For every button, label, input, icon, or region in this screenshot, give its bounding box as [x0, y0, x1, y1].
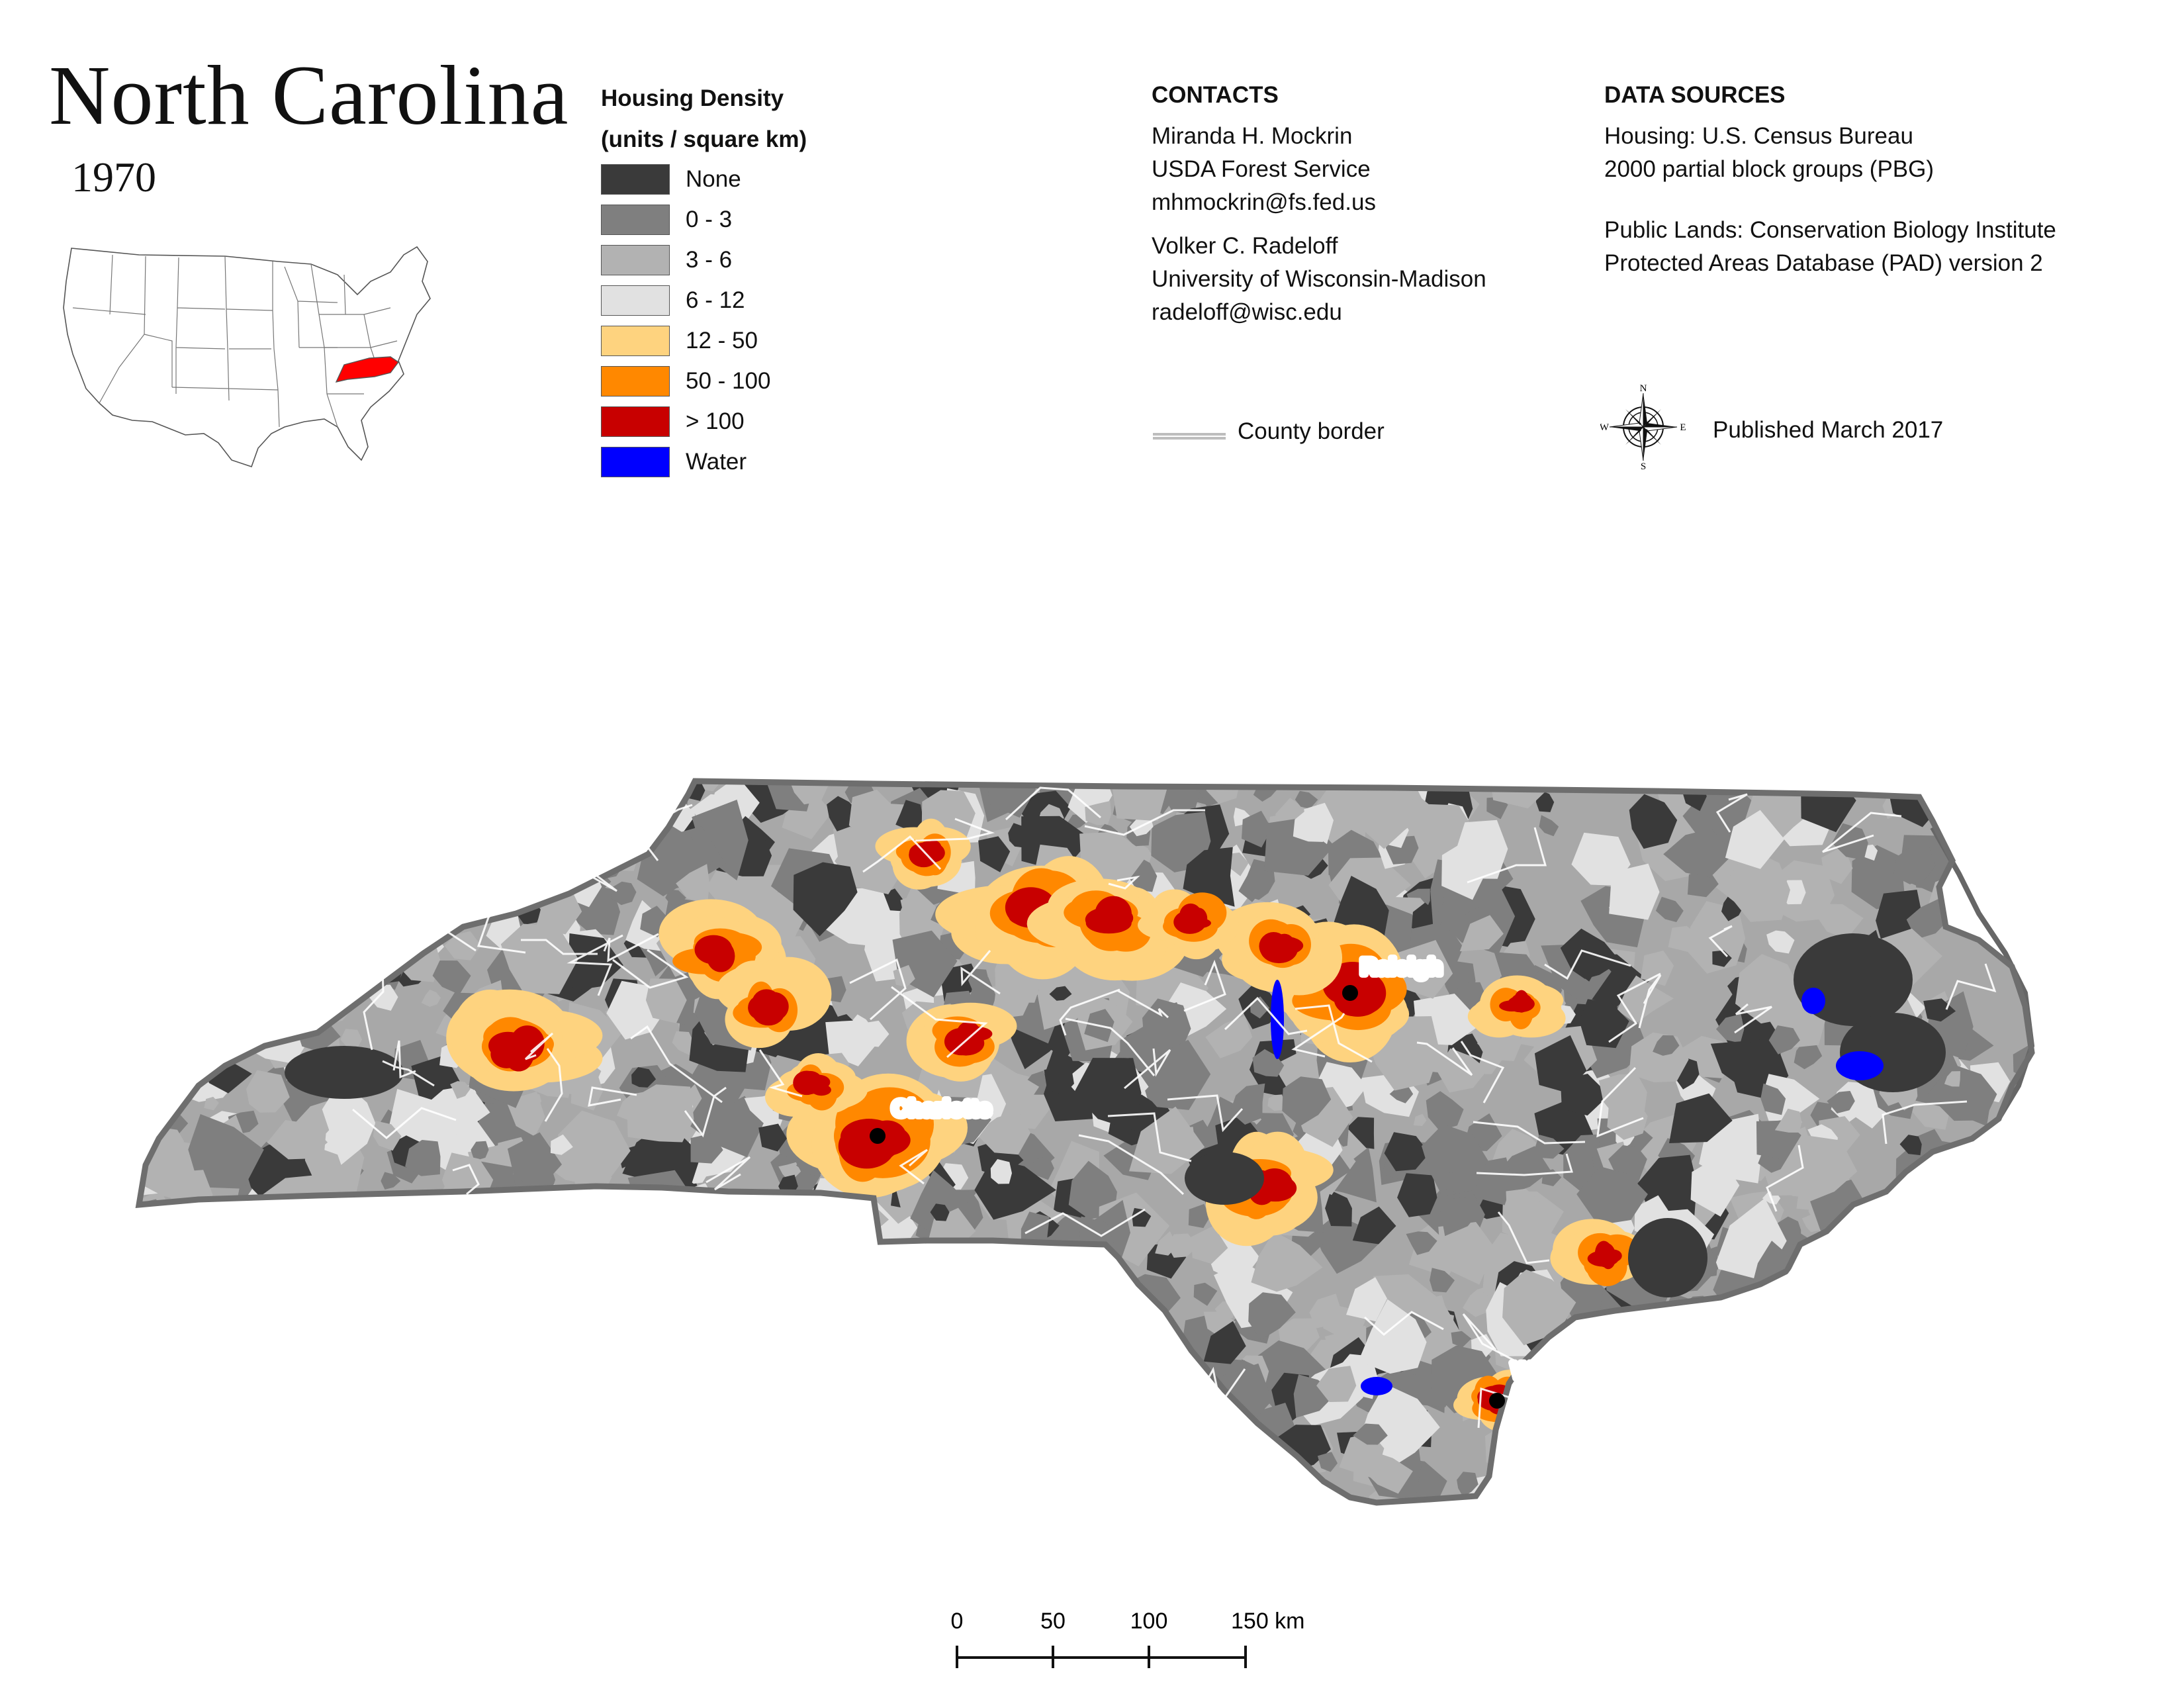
nc-highlight: [335, 356, 400, 383]
county-borders: [153, 757, 2053, 1495]
wilmington-marker: [1489, 1393, 1505, 1409]
contacts-heading: CONTACTS: [1152, 82, 1279, 108]
contact1-name: Miranda H. Mockrin: [1152, 123, 1353, 149]
compass-w: W: [1600, 422, 1610, 433]
legend-swatch: [601, 366, 670, 397]
published-date: Published March 2017: [1713, 417, 1944, 443]
legend-item: 50 - 100: [601, 362, 807, 402]
legend-swatch: [601, 164, 670, 195]
data-sources-heading: DATA SOURCES: [1604, 82, 1786, 108]
housing-source-line1: Housing: U.S. Census Bureau: [1604, 123, 1913, 149]
lands-source-line1: Public Lands: Conservation Biology Insti…: [1604, 217, 2056, 243]
contact2-name: Volker C. Radeloff: [1152, 233, 1338, 259]
compass-e: E: [1680, 422, 1686, 433]
legend-label: None: [686, 166, 741, 192]
charlotte-label: Charlotte: [892, 1096, 991, 1121]
legend-item: 3 - 6: [601, 241, 807, 281]
contact1-org: USDA Forest Service: [1152, 156, 1371, 182]
legend-swatch: [601, 326, 670, 356]
data-sources-block: DATA SOURCES Housing: U.S. Census Bureau…: [1604, 83, 2056, 280]
scale-tick-150: 150 km: [1231, 1609, 1305, 1634]
lands-source-line2: Protected Areas Database (PAD) version 2: [1604, 250, 2043, 276]
legend-label: Water: [686, 449, 747, 475]
compass-s: S: [1641, 461, 1646, 470]
county-border-label: County border: [1238, 418, 1385, 444]
scale-tick-0: 0: [951, 1609, 964, 1634]
housing-source-line2: 2000 partial block groups (PBG): [1604, 156, 1934, 182]
us-outline: [63, 246, 431, 468]
city-charlotte: Charlotte: [870, 1093, 994, 1144]
legend: Housing Density (units / square km) None…: [601, 78, 807, 483]
contact2-email[interactable]: radeloff@wisc.edu: [1152, 299, 1342, 325]
legend-swatch: [601, 285, 670, 316]
legend-item: 12 - 50: [601, 322, 807, 362]
raleigh-label: Raleigh: [1361, 955, 1442, 980]
legend-swatch: [601, 205, 670, 235]
city-wilmington: Wilmington: [1489, 1355, 1637, 1409]
compass-n: N: [1640, 384, 1647, 394]
city-raleigh: Raleigh: [1342, 951, 1445, 1001]
legend-item: None: [601, 160, 807, 201]
legend-swatch: [601, 245, 670, 275]
scale-tick-50: 50: [1040, 1609, 1066, 1634]
wilmington-label: Wilmington: [1512, 1358, 1634, 1383]
legend-label: 12 - 50: [686, 328, 758, 353]
legend-item: 6 - 12: [601, 281, 807, 322]
county-border-symbol: [1153, 433, 1226, 440]
contacts-block: CONTACTS Miranda H. Mockrin USDA Forest …: [1152, 83, 1486, 329]
legend-items: None 0 - 3 3 - 6 6 - 12 12 - 50 50 - 100 > 100…: [601, 160, 807, 483]
legend-item: > 100: [601, 402, 807, 443]
map-title: North Carolina: [49, 48, 569, 142]
map-year: 1970: [71, 154, 156, 201]
legend-label: > 100: [686, 408, 745, 434]
legend-label: 3 - 6: [686, 247, 733, 273]
legend-title-line1: Housing Density: [601, 85, 784, 111]
legend-title-line2: (units / square km): [601, 126, 807, 152]
raleigh-marker: [1342, 985, 1358, 1001]
compass-rose-icon: N S E W: [1600, 384, 1686, 470]
legend-item: Water: [601, 443, 807, 483]
legend-item: 0 - 3: [601, 201, 807, 241]
us-state-lines: [72, 254, 398, 428]
legend-label: 50 - 100: [686, 368, 771, 394]
us-locator-map: [63, 246, 431, 468]
contact1-email[interactable]: mhmockrin@fs.fed.us: [1152, 189, 1376, 215]
legend-label: 0 - 3: [686, 207, 733, 232]
contact2-org: University of Wisconsin-Madison: [1152, 266, 1486, 292]
charlotte-marker: [870, 1128, 886, 1144]
legend-swatch: [601, 447, 670, 477]
legend-swatch: [601, 406, 670, 437]
scale-bar: 0 50 100 150 km: [951, 1609, 1305, 1668]
scale-tick-100: 100: [1130, 1609, 1168, 1634]
legend-label: 6 - 12: [686, 287, 745, 313]
